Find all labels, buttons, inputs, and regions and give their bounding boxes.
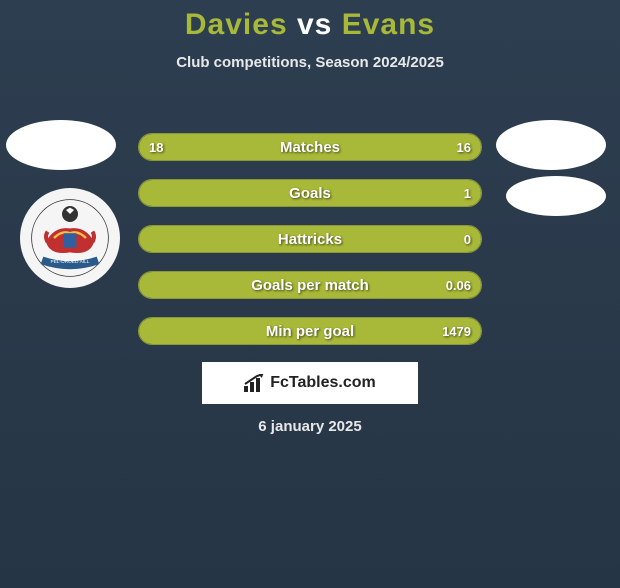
stat-label: Hattricks	[139, 226, 481, 252]
subtitle-text: Club competitions, Season 2024/2025	[0, 54, 620, 71]
stat-value-right: 16	[457, 134, 471, 160]
stats-bars: 18 Matches 16 Goals 1 Hattricks 0 Goals …	[138, 133, 482, 363]
stat-row-goals-per-match: Goals per match 0.06	[138, 271, 482, 299]
brand-box: FcTables.com	[202, 362, 418, 404]
svg-text:PEL-DROED AILL: PEL-DROED AILL	[51, 259, 90, 265]
stat-label: Matches	[139, 134, 481, 160]
stat-value-right: 1479	[442, 318, 471, 344]
title-vs: vs	[297, 8, 332, 41]
stat-row-goals: Goals 1	[138, 179, 482, 207]
player1-avatar	[6, 120, 116, 170]
date-text: 6 january 2025	[0, 418, 620, 435]
brand-logo: FcTables.com	[244, 374, 376, 392]
stat-label: Goals	[139, 180, 481, 206]
stat-row-matches: 18 Matches 16	[138, 133, 482, 161]
stat-value-right: 0	[464, 226, 471, 252]
page-title: Davies vs Evans	[0, 8, 620, 42]
title-player2: Evans	[342, 8, 435, 41]
title-player1: Davies	[185, 8, 288, 41]
chart-icon	[244, 374, 266, 392]
stat-value-right: 1	[464, 180, 471, 206]
player2-avatar	[496, 120, 606, 170]
stat-row-min-per-goal: Min per goal 1479	[138, 317, 482, 345]
stat-label: Min per goal	[139, 318, 481, 344]
stat-value-right: 0.06	[446, 272, 471, 298]
stat-row-hattricks: Hattricks 0	[138, 225, 482, 253]
player2-club-avatar	[506, 176, 606, 216]
player1-club-crest: PEL-DROED AILL	[20, 188, 120, 288]
crest-icon: PEL-DROED AILL	[30, 198, 110, 278]
brand-text: FcTables.com	[270, 374, 376, 392]
stat-label: Goals per match	[139, 272, 481, 298]
